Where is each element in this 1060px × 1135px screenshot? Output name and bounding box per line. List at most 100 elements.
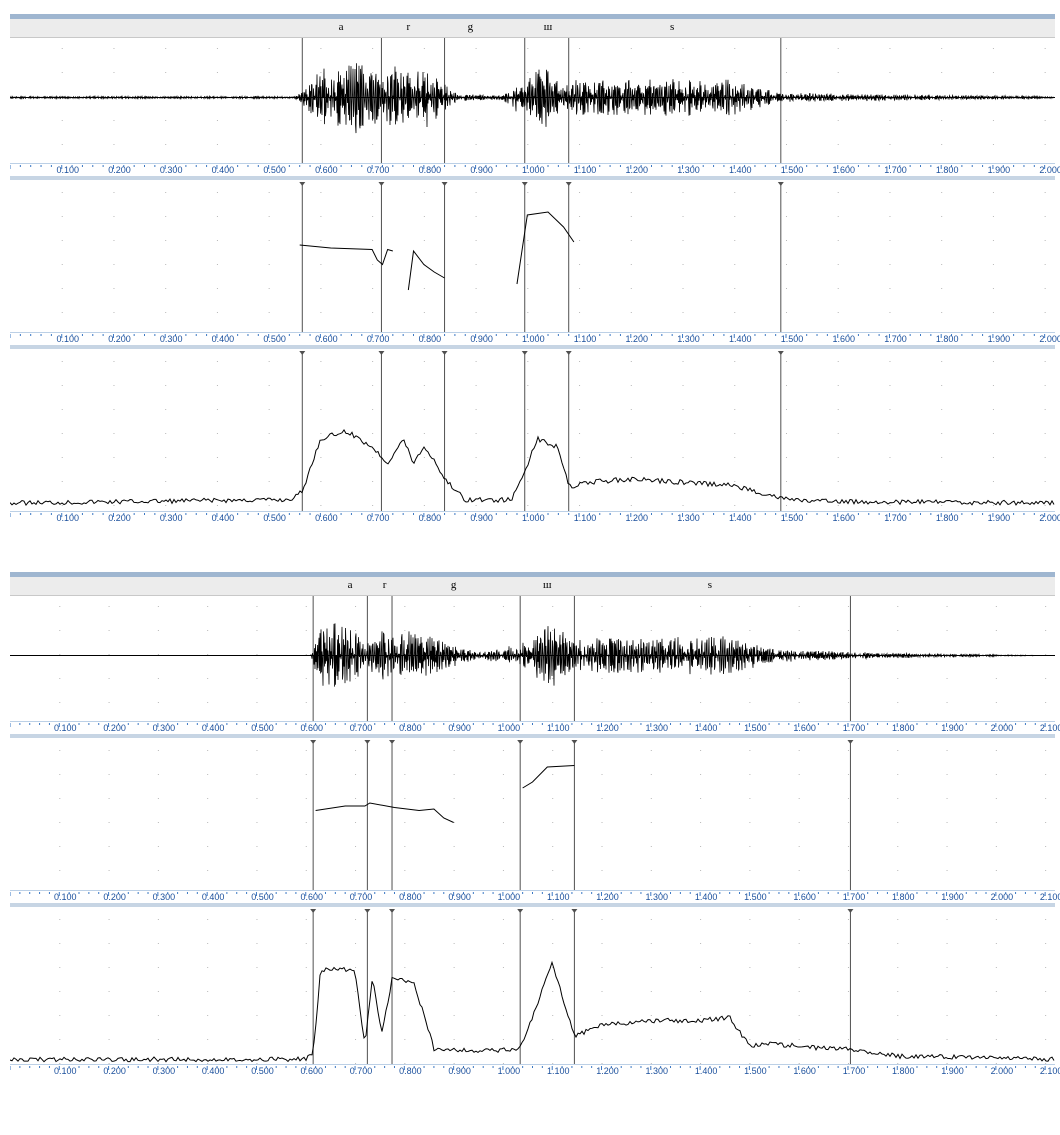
grid-dot — [355, 967, 357, 968]
grid-dot — [216, 288, 218, 289]
time-ruler: 0.100 0.200 0.300 0.400 0.500 0.600 0.700 0.800… — [9, 511, 1060, 524]
segment-label[interactable]: r — [406, 21, 411, 33]
grid-dot — [268, 312, 270, 313]
ruler-tick-label: 0.900 — [470, 334, 493, 344]
grid-dot — [305, 991, 307, 992]
grid-dot — [305, 846, 307, 847]
segment-label[interactable]: ш — [543, 579, 552, 591]
grid-dot — [798, 822, 800, 823]
grid-dot — [320, 120, 322, 121]
grid-dot — [682, 409, 684, 410]
ruler-tick-label: 1.100 — [573, 165, 597, 175]
segment-label[interactable]: s — [670, 21, 675, 33]
grid-dot — [552, 630, 554, 631]
intensity-plot[interactable] — [10, 351, 1055, 511]
segment-label[interactable]: g — [467, 21, 474, 33]
segment-label[interactable]: r — [382, 579, 387, 591]
pane-separator[interactable] — [10, 345, 1055, 349]
boundary-marker — [517, 740, 524, 744]
segment-label[interactable]: a — [338, 21, 344, 33]
grid-dot — [1045, 870, 1047, 871]
grid-dot — [404, 606, 406, 607]
grid-dot — [157, 678, 159, 679]
ruler-tick-label: 0.100 — [54, 723, 77, 733]
ruler-tick-label: 1.700 — [842, 723, 866, 733]
grid-dot — [650, 870, 652, 871]
grid-dot — [157, 846, 159, 847]
grid-dot — [889, 72, 891, 73]
boundary-marker — [565, 351, 572, 355]
pitch-contour — [522, 765, 575, 789]
grid-dot — [889, 409, 891, 410]
grid-dot — [453, 991, 455, 992]
grid-dot — [650, 678, 652, 679]
grid-dot — [1044, 312, 1046, 313]
grid-dot — [837, 312, 839, 313]
grid-dot — [837, 144, 839, 145]
grid-dot — [1044, 72, 1046, 73]
segment-label[interactable]: ш — [543, 21, 553, 33]
grid-dot — [268, 120, 270, 121]
ruler-tick-label: 1.900 — [987, 513, 1011, 523]
grid-dot — [453, 750, 455, 751]
segment-label[interactable]: a — [347, 579, 353, 591]
grid-dot — [650, 750, 652, 751]
grid-dot — [320, 312, 322, 313]
ruler-tick-label: 1.800 — [935, 334, 959, 344]
grid-dot — [630, 505, 632, 506]
segment-label[interactable]: s — [707, 579, 713, 591]
ruler-tick-label: 1.100 — [573, 513, 597, 523]
waveform-plot[interactable] — [10, 596, 1055, 721]
ruler-tick-label: 0.800 — [399, 1066, 422, 1076]
grid-dot — [502, 798, 504, 799]
ruler-tick-label: 1.400 — [728, 513, 752, 523]
pane-title-bar[interactable] — [10, 572, 1055, 577]
ruler-tick-label: 1.000 — [522, 165, 545, 175]
ruler-tick-label: 1.900 — [987, 165, 1011, 175]
grid-dot — [256, 870, 258, 871]
grid-dot — [355, 606, 357, 607]
grid-dot — [404, 822, 406, 823]
segment-label[interactable]: g — [450, 579, 457, 591]
ruler-tick-label: 2.000 — [1039, 513, 1060, 523]
intensity-plot[interactable] — [10, 909, 1055, 1064]
grid-dot — [61, 361, 63, 362]
grid-dot — [785, 312, 787, 313]
grid-dot — [682, 312, 684, 313]
grid-dot — [785, 144, 787, 145]
grid-dot — [305, 630, 307, 631]
grid-dot — [305, 967, 307, 968]
grid-dot — [404, 870, 406, 871]
pitch-plot[interactable] — [10, 182, 1055, 332]
pane-separator[interactable] — [10, 176, 1055, 180]
grid-dot — [475, 216, 477, 217]
pane-title-bar[interactable] — [10, 14, 1055, 19]
grid-dot — [61, 481, 63, 482]
ruler-tick-label: 2.000 — [1039, 334, 1060, 344]
grid-dot — [749, 822, 751, 823]
grid-dot — [453, 919, 455, 920]
grid-dot — [1045, 654, 1047, 655]
grid-dot — [113, 264, 115, 265]
ruler-tick-label: 0.900 — [448, 892, 471, 902]
waveform-plot[interactable] — [10, 38, 1055, 163]
grid-dot — [1045, 774, 1047, 775]
grid-dot — [372, 457, 374, 458]
pitch-plot[interactable] — [10, 740, 1055, 890]
grid-dot — [527, 385, 529, 386]
waveform-trace — [10, 623, 1055, 687]
grid-dot — [630, 48, 632, 49]
pane-separator[interactable] — [10, 903, 1055, 907]
ruler-tick-label: 0.300 — [159, 165, 183, 175]
ruler-tick-label: 1.900 — [987, 334, 1011, 344]
grid-dot — [165, 288, 167, 289]
grid-dot — [630, 264, 632, 265]
grid-dot — [256, 1063, 258, 1064]
grid-dot — [798, 798, 800, 799]
grid-dot — [502, 919, 504, 920]
grid-dot — [847, 846, 849, 847]
grid-dot — [837, 216, 839, 217]
pane-separator[interactable] — [10, 734, 1055, 738]
ruler-tick-label: 1.800 — [891, 723, 915, 733]
